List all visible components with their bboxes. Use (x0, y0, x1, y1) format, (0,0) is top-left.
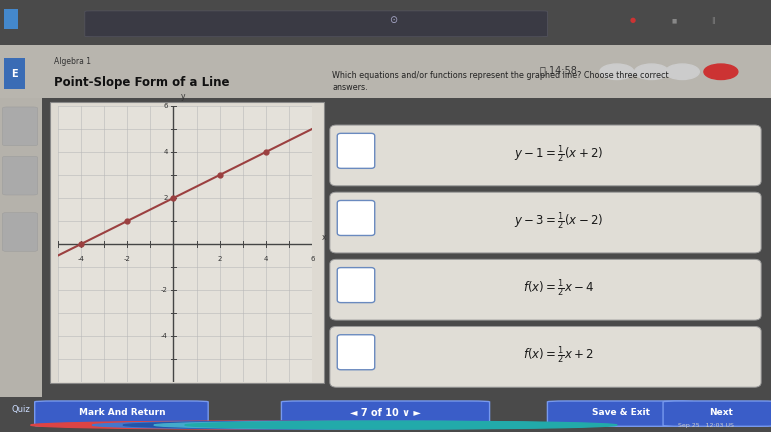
FancyBboxPatch shape (330, 192, 761, 253)
FancyBboxPatch shape (281, 401, 490, 426)
Text: Sep 25   12:03 US: Sep 25 12:03 US (678, 422, 734, 428)
FancyBboxPatch shape (2, 156, 38, 195)
Text: -4: -4 (161, 333, 168, 339)
Text: Which equations and/or functions represent the graphed line? Choose three correc: Which equations and/or functions represe… (332, 71, 668, 92)
Text: ■: ■ (672, 18, 677, 23)
Circle shape (185, 421, 617, 429)
FancyBboxPatch shape (337, 200, 375, 235)
Circle shape (600, 64, 634, 79)
Text: Quiz: Quiz (12, 405, 30, 414)
FancyBboxPatch shape (85, 11, 547, 37)
Text: 6: 6 (163, 103, 168, 109)
FancyBboxPatch shape (4, 58, 25, 89)
Circle shape (635, 64, 668, 79)
FancyBboxPatch shape (35, 401, 208, 426)
Text: -2: -2 (161, 287, 168, 293)
FancyBboxPatch shape (663, 401, 771, 426)
Text: 6: 6 (310, 256, 315, 262)
Text: ⧖ 14:58: ⧖ 14:58 (540, 65, 577, 75)
FancyBboxPatch shape (330, 259, 761, 320)
Text: y: y (180, 92, 185, 101)
FancyBboxPatch shape (4, 9, 18, 29)
Text: x: x (322, 233, 326, 241)
Text: ||: || (711, 17, 715, 24)
Circle shape (93, 421, 524, 429)
Text: Point-Slope Form of a Line: Point-Slope Form of a Line (54, 76, 230, 89)
FancyBboxPatch shape (547, 401, 694, 426)
Text: Mark And Return: Mark And Return (79, 408, 165, 417)
Circle shape (704, 64, 738, 79)
Text: 4: 4 (163, 149, 168, 155)
FancyBboxPatch shape (337, 133, 375, 168)
Text: ●: ● (629, 17, 635, 23)
FancyBboxPatch shape (0, 45, 771, 98)
Text: 2: 2 (217, 256, 222, 262)
FancyBboxPatch shape (330, 125, 761, 186)
Text: $y - 3 = \frac{1}{2}(x - 2)$: $y - 3 = \frac{1}{2}(x - 2)$ (514, 210, 603, 232)
FancyBboxPatch shape (337, 335, 375, 370)
Text: Next: Next (709, 408, 732, 417)
Circle shape (31, 421, 463, 429)
FancyBboxPatch shape (330, 327, 761, 387)
Text: Save & Exit: Save & Exit (591, 408, 650, 417)
Text: ⊙: ⊙ (389, 16, 397, 25)
FancyBboxPatch shape (337, 267, 375, 302)
Text: -4: -4 (78, 256, 84, 262)
Circle shape (665, 64, 699, 79)
Circle shape (154, 421, 586, 429)
Text: $y - 1 = \frac{1}{2}(x + 2)$: $y - 1 = \frac{1}{2}(x + 2)$ (514, 143, 603, 165)
Text: Algebra 1: Algebra 1 (54, 57, 91, 66)
FancyBboxPatch shape (0, 98, 42, 397)
Text: $f(x) = \frac{1}{2}x - 4$: $f(x) = \frac{1}{2}x - 4$ (523, 277, 594, 299)
Text: E: E (12, 69, 18, 79)
Text: 2: 2 (163, 195, 168, 201)
Circle shape (62, 421, 493, 429)
Text: ◄ 7 of 10 ∨ ►: ◄ 7 of 10 ∨ ► (350, 408, 421, 418)
FancyBboxPatch shape (2, 107, 38, 146)
Text: -2: -2 (124, 256, 130, 262)
Text: $f(x) = \frac{1}{2}x + 2$: $f(x) = \frac{1}{2}x + 2$ (523, 344, 594, 366)
FancyBboxPatch shape (50, 102, 324, 383)
FancyBboxPatch shape (2, 213, 38, 251)
Text: 4: 4 (264, 256, 268, 262)
Circle shape (123, 421, 555, 429)
